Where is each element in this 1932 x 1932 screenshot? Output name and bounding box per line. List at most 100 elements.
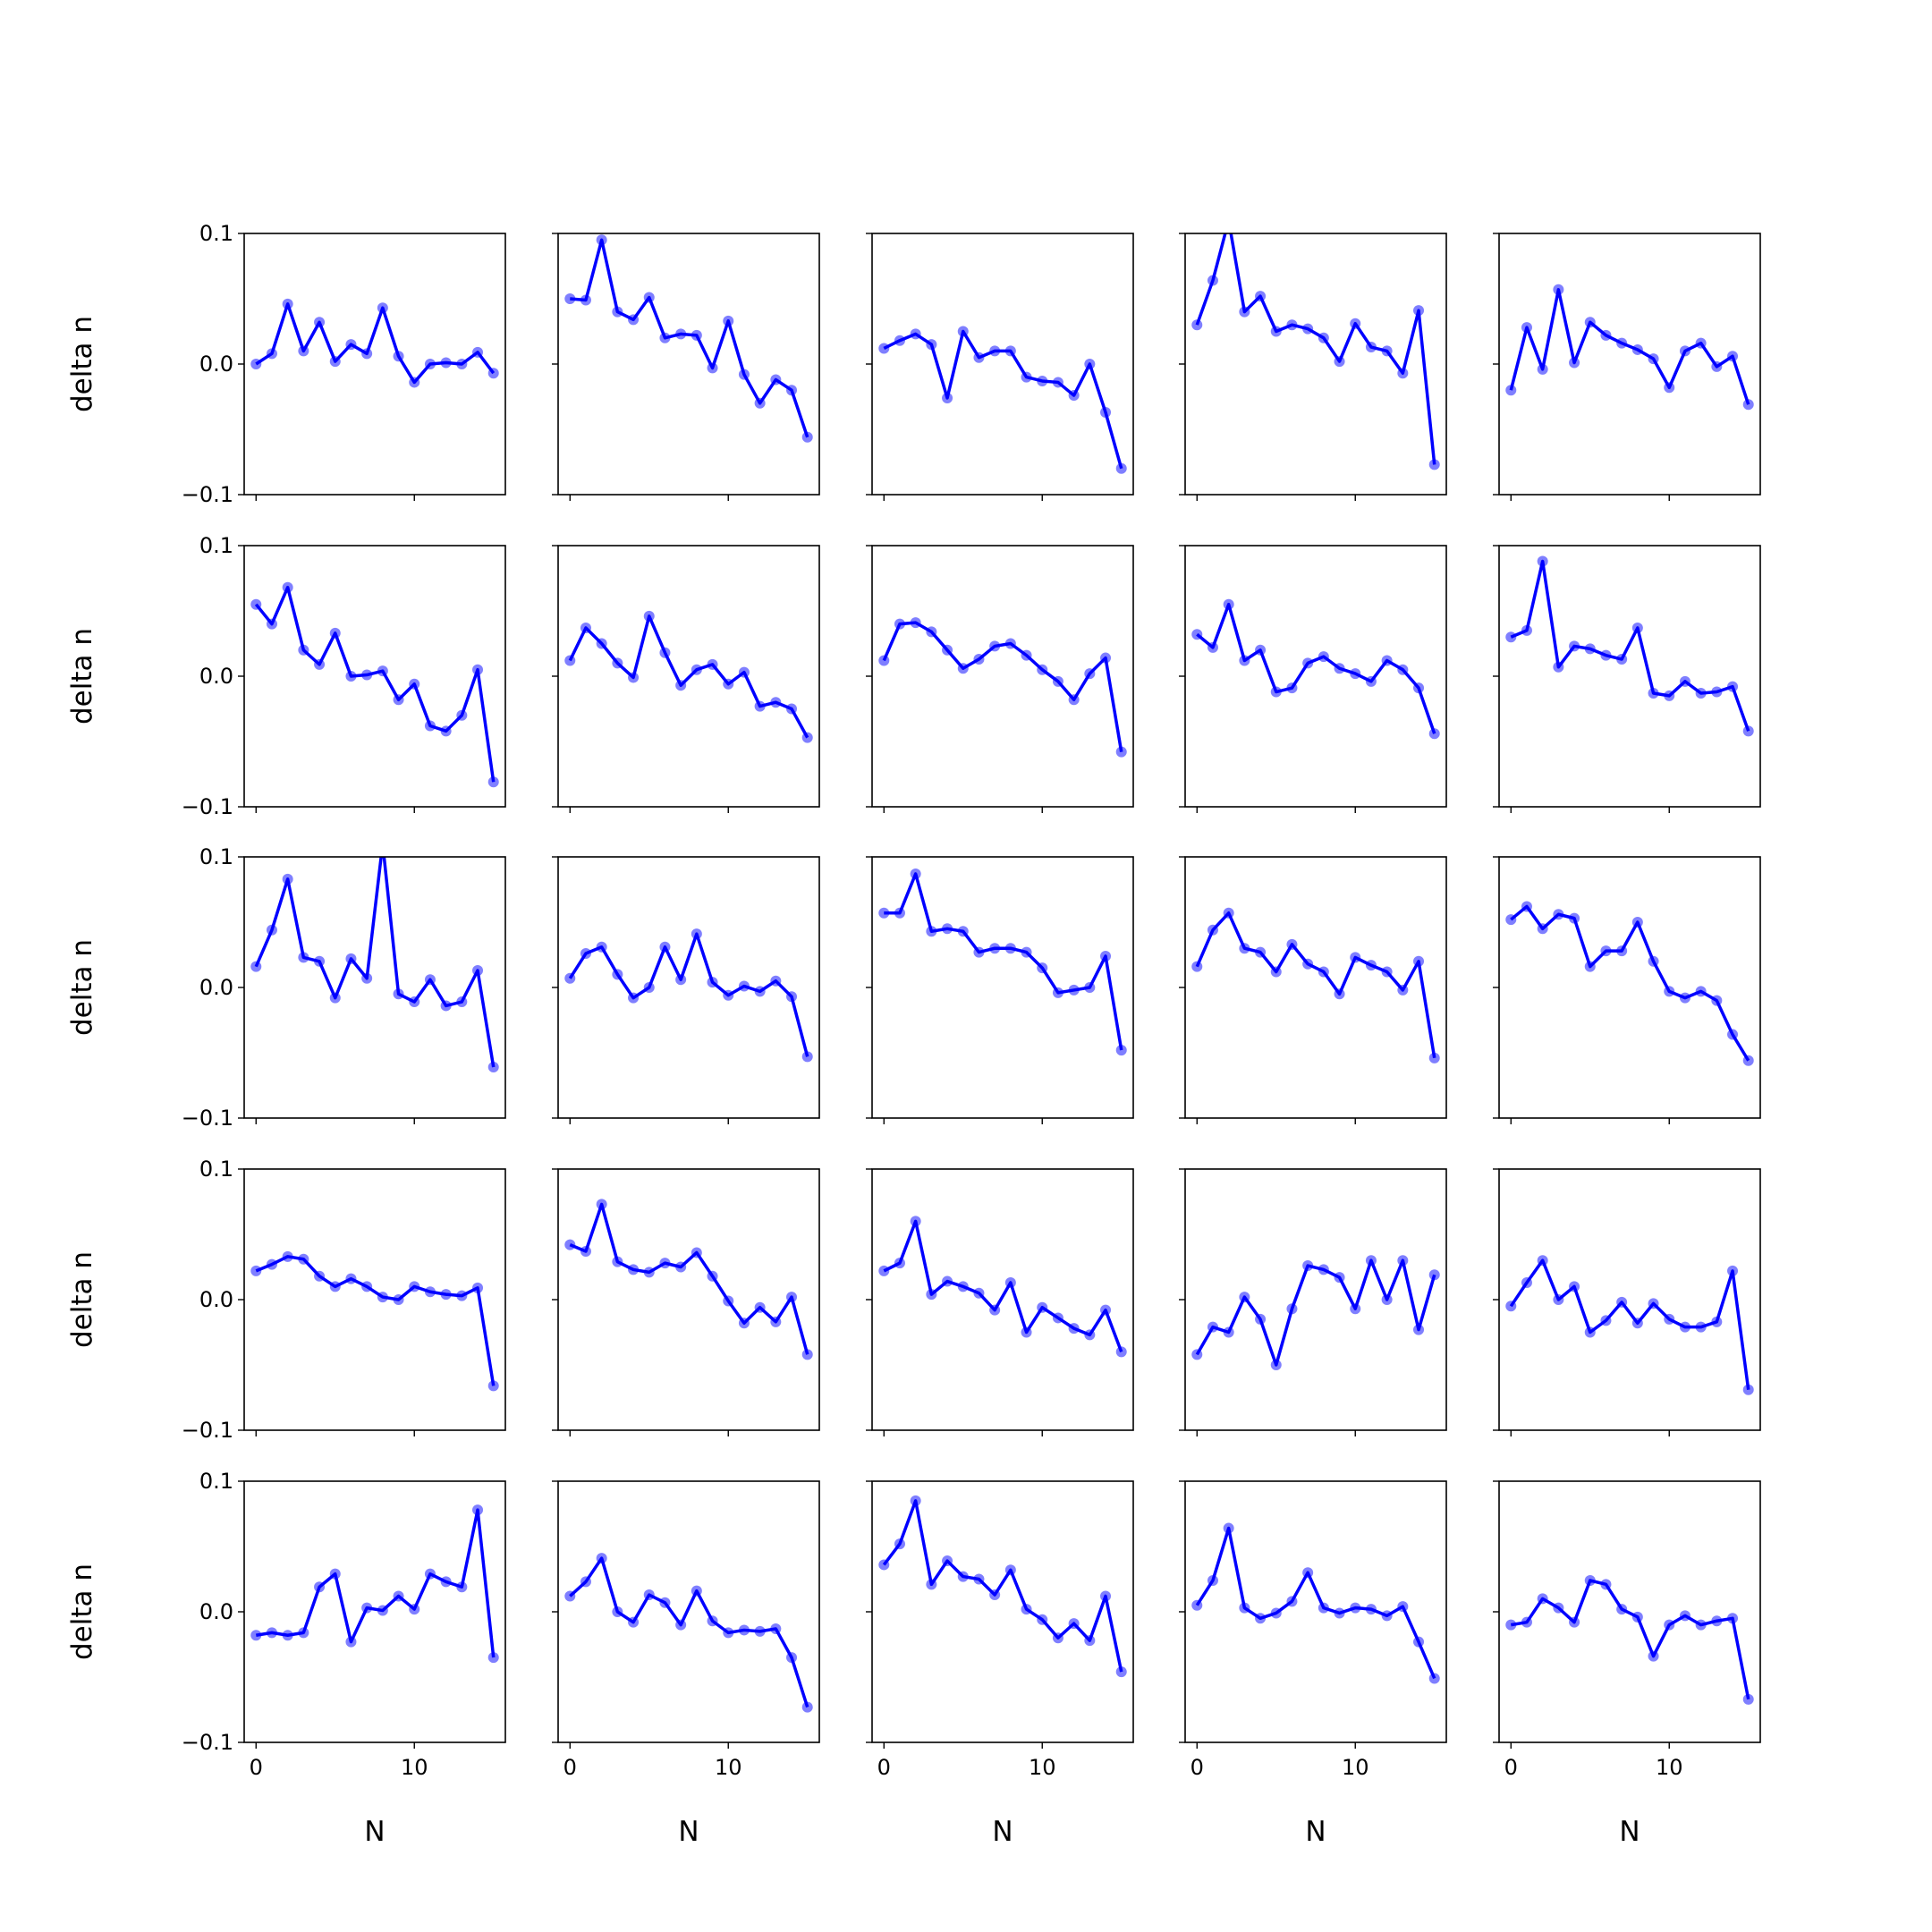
- data-point: [1679, 1610, 1690, 1622]
- data-point: [1115, 746, 1127, 758]
- data-point: [1584, 1574, 1596, 1586]
- data-point: [910, 1216, 921, 1227]
- y-tick-label: −0.1: [182, 1106, 233, 1131]
- data-line: [254, 857, 496, 1068]
- data-point: [612, 306, 623, 318]
- data-point: [957, 663, 969, 674]
- data-point: [1381, 966, 1393, 978]
- data-line: [1509, 1258, 1750, 1390]
- data-point: [738, 369, 750, 380]
- data-point: [1428, 459, 1440, 470]
- data-point: [894, 335, 905, 346]
- data-point: [957, 926, 969, 937]
- data-point: [1084, 1635, 1096, 1647]
- data-point: [926, 339, 937, 351]
- data-point: [1021, 1326, 1032, 1338]
- data-point: [409, 996, 420, 1008]
- data-point: [1413, 682, 1425, 694]
- data-point: [1224, 215, 1234, 225]
- data-point: [1286, 1596, 1298, 1607]
- data-point: [1505, 914, 1517, 926]
- data-point: [910, 1495, 921, 1506]
- data-point: [282, 1630, 293, 1641]
- data-point: [910, 328, 921, 340]
- data-point: [1004, 638, 1016, 649]
- data-point: [1397, 1255, 1409, 1267]
- data-point: [564, 293, 576, 304]
- data-point: [361, 669, 373, 681]
- data-line: [1510, 1579, 1750, 1700]
- data-point: [1255, 1613, 1267, 1624]
- x-tick-label: 0: [250, 1755, 263, 1780]
- data-point: [314, 317, 326, 328]
- data-point: [440, 357, 452, 369]
- data-point: [1286, 938, 1298, 950]
- data-point: [1648, 687, 1659, 699]
- data-point: [266, 924, 277, 936]
- data-point: [1207, 1574, 1218, 1586]
- data-point: [1334, 356, 1345, 368]
- data-point: [1600, 1579, 1612, 1590]
- data-point: [1505, 385, 1517, 396]
- data-point: [894, 907, 905, 919]
- data-line: [883, 1219, 1123, 1353]
- data-point: [1270, 686, 1282, 698]
- data-point: [691, 1585, 702, 1597]
- data-point: [1207, 275, 1218, 286]
- data-line: [570, 238, 809, 438]
- data-point: [707, 977, 718, 988]
- axes-frame: [871, 1168, 1134, 1431]
- y-tick-label: 0.0: [199, 664, 233, 689]
- data-point: [1428, 1052, 1440, 1063]
- axes-frame: [243, 1168, 506, 1431]
- subplot: [552, 545, 820, 813]
- data-point: [564, 972, 576, 984]
- data-point: [409, 1604, 420, 1615]
- data-point: [1365, 675, 1377, 687]
- data-point: [1537, 555, 1548, 567]
- data-point: [1350, 952, 1361, 963]
- data-point: [596, 234, 607, 246]
- data-point: [314, 1270, 326, 1282]
- data-point: [472, 1504, 484, 1516]
- y-axis-label: delta n: [66, 316, 98, 412]
- data-point: [1664, 1619, 1675, 1631]
- data-point: [1664, 690, 1675, 701]
- data-point: [659, 332, 671, 343]
- data-point: [1648, 1650, 1659, 1662]
- plot-area: [564, 1199, 813, 1360]
- data-point: [1084, 359, 1096, 369]
- data-point: [1695, 687, 1707, 699]
- data-point: [1413, 1636, 1425, 1648]
- data-line: [568, 614, 809, 739]
- data-point: [393, 351, 404, 362]
- data-point: [1255, 291, 1267, 302]
- data-point: [1100, 652, 1112, 664]
- data-point: [1115, 462, 1127, 474]
- data-point: [894, 1538, 905, 1550]
- data-point: [1537, 1593, 1548, 1605]
- data-point: [910, 617, 921, 629]
- data-point: [1052, 675, 1063, 687]
- data-point: [1223, 907, 1234, 919]
- data-point: [1648, 1298, 1659, 1309]
- data-point: [250, 598, 262, 610]
- data-point: [770, 975, 782, 987]
- data-point: [957, 1571, 969, 1582]
- axes-frame: [871, 1480, 1134, 1743]
- data-point: [957, 1281, 969, 1292]
- data-point: [1553, 1602, 1564, 1614]
- data-point: [1115, 1045, 1127, 1056]
- data-point: [973, 654, 985, 665]
- data-point: [1021, 371, 1032, 383]
- data-point: [409, 1281, 420, 1292]
- x-tick-label: 0: [1504, 1755, 1518, 1780]
- data-point: [723, 315, 734, 326]
- data-point: [942, 1555, 953, 1567]
- data-point: [1742, 399, 1754, 411]
- data-point: [973, 1573, 985, 1585]
- subplot: −0.1 0.0 0.1 delta n: [66, 533, 506, 819]
- data-point: [801, 431, 813, 443]
- subplot: [1179, 215, 1447, 501]
- data-point: [1239, 1602, 1250, 1614]
